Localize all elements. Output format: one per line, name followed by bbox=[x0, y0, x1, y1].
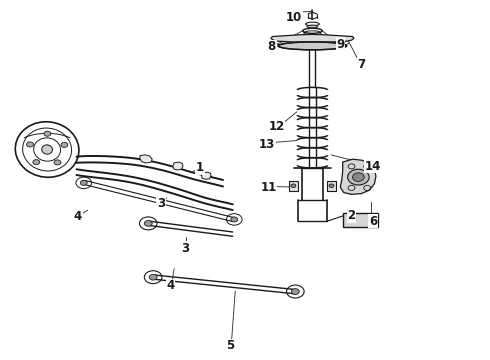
Text: 11: 11 bbox=[260, 181, 276, 194]
Circle shape bbox=[44, 131, 51, 136]
Text: 14: 14 bbox=[365, 160, 381, 173]
Ellipse shape bbox=[307, 25, 318, 28]
Text: 5: 5 bbox=[226, 339, 235, 352]
Text: 2: 2 bbox=[347, 210, 356, 222]
Circle shape bbox=[356, 217, 364, 223]
Text: 9: 9 bbox=[336, 38, 344, 51]
Circle shape bbox=[26, 142, 33, 147]
Text: 7: 7 bbox=[357, 58, 366, 71]
Polygon shape bbox=[172, 162, 183, 170]
Circle shape bbox=[368, 217, 376, 223]
Circle shape bbox=[344, 217, 352, 223]
Text: 10: 10 bbox=[286, 12, 302, 24]
Text: 1: 1 bbox=[196, 161, 204, 174]
Circle shape bbox=[347, 169, 369, 185]
Text: 6: 6 bbox=[369, 215, 377, 228]
Text: 8: 8 bbox=[268, 40, 276, 53]
Circle shape bbox=[145, 221, 152, 226]
Polygon shape bbox=[271, 35, 354, 42]
Circle shape bbox=[54, 160, 61, 165]
FancyBboxPatch shape bbox=[289, 181, 298, 191]
Polygon shape bbox=[140, 155, 152, 163]
Circle shape bbox=[80, 180, 87, 185]
FancyBboxPatch shape bbox=[327, 181, 336, 191]
Text: 4: 4 bbox=[167, 279, 175, 292]
Circle shape bbox=[352, 173, 364, 181]
Circle shape bbox=[291, 184, 296, 188]
Circle shape bbox=[292, 289, 299, 294]
Polygon shape bbox=[340, 159, 376, 194]
Circle shape bbox=[231, 217, 238, 222]
Text: 4: 4 bbox=[74, 210, 82, 223]
FancyBboxPatch shape bbox=[343, 213, 378, 227]
Polygon shape bbox=[201, 172, 211, 179]
Circle shape bbox=[149, 274, 157, 280]
Circle shape bbox=[33, 159, 40, 165]
Text: 12: 12 bbox=[269, 121, 285, 134]
Text: 3: 3 bbox=[157, 197, 165, 210]
Ellipse shape bbox=[42, 145, 52, 154]
Circle shape bbox=[61, 142, 68, 147]
Ellipse shape bbox=[278, 42, 346, 50]
Text: 13: 13 bbox=[259, 138, 275, 151]
Circle shape bbox=[329, 184, 334, 188]
Text: 3: 3 bbox=[181, 242, 190, 255]
